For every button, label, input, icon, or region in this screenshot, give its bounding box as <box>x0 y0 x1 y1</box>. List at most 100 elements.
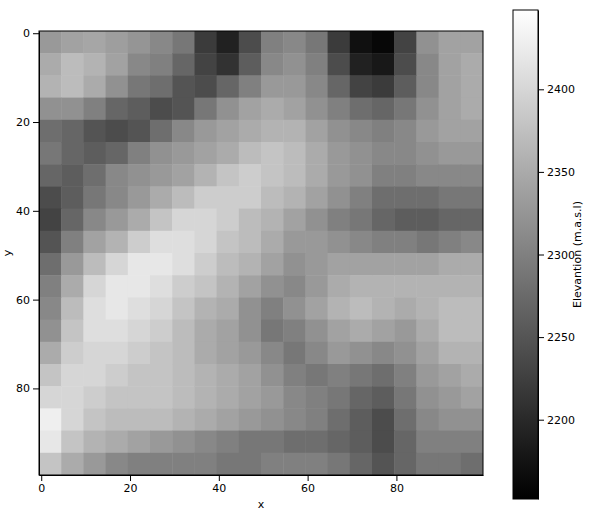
heatmap-cell <box>39 342 62 365</box>
heatmap-cell <box>394 253 417 276</box>
heatmap-cell <box>283 231 306 254</box>
heatmap-cell <box>150 431 173 454</box>
heatmap-cell <box>150 142 173 165</box>
plot-frame <box>39 31 483 475</box>
heatmap-cell <box>372 142 395 165</box>
tick: 40 <box>212 475 226 495</box>
heatmap-cell <box>394 297 417 320</box>
heatmap-cell <box>328 53 351 76</box>
heatmap-cell <box>239 209 262 232</box>
heatmap-cell <box>83 431 106 454</box>
heatmap-cell <box>372 231 395 254</box>
heatmap-cell <box>150 364 173 387</box>
heatmap-cell <box>394 186 417 209</box>
heatmap-cell <box>217 275 240 298</box>
tick: 40 <box>16 205 39 218</box>
heatmap-cell <box>83 164 106 187</box>
heatmap-cell <box>172 453 195 475</box>
heatmap-cell <box>350 320 373 343</box>
heatmap-cell <box>261 253 284 276</box>
tick-label: 80 <box>390 482 404 495</box>
heatmap-cell <box>461 453 483 475</box>
heatmap-cell <box>239 31 262 54</box>
heatmap-cell <box>461 209 483 232</box>
tick-mark <box>33 33 39 34</box>
heatmap-cell <box>305 431 328 454</box>
heatmap-cell <box>83 253 106 276</box>
tick-label: 60 <box>16 294 30 307</box>
heatmap-cell <box>150 408 173 431</box>
heatmap-cell <box>83 31 106 54</box>
heatmap-cell <box>150 186 173 209</box>
heatmap-cell <box>172 408 195 431</box>
heatmap-cell <box>372 431 395 454</box>
tick-label: 2200 <box>547 414 575 427</box>
heatmap-cell <box>261 142 284 165</box>
heatmap-cell <box>416 142 439 165</box>
heatmap-cell <box>217 431 240 454</box>
heatmap-cell <box>39 386 62 409</box>
heatmap-cell <box>416 275 439 298</box>
heatmap-cell <box>394 209 417 232</box>
heatmap-cell <box>83 320 106 343</box>
heatmap-cell <box>372 75 395 98</box>
heatmap-cell <box>239 53 262 76</box>
heatmap-cell <box>305 408 328 431</box>
heatmap-cell <box>217 31 240 54</box>
heatmap-cell <box>61 320 84 343</box>
tick-label: 80 <box>16 382 30 395</box>
heatmap-cell <box>283 408 306 431</box>
heatmap-cell <box>39 53 62 76</box>
heatmap-cell <box>283 142 306 165</box>
heatmap-cell <box>217 186 240 209</box>
heatmap-cell <box>328 408 351 431</box>
heatmap-cell <box>350 253 373 276</box>
heatmap-cell <box>372 98 395 121</box>
heatmap-cell <box>194 164 217 187</box>
heatmap-cell <box>172 342 195 365</box>
tick-label: 2250 <box>547 331 575 344</box>
heatmap-cell <box>328 164 351 187</box>
tick-label: 2350 <box>547 166 575 179</box>
heatmap-cell <box>106 186 129 209</box>
y-axis: 020406080 <box>16 27 40 475</box>
heatmap-cell <box>461 75 483 98</box>
heatmap-cell <box>39 98 62 121</box>
heatmap-cell <box>283 186 306 209</box>
heatmap-cell <box>439 431 462 454</box>
heatmap-cell <box>305 142 328 165</box>
heatmap-cell <box>128 75 151 98</box>
heatmap-cell <box>439 320 462 343</box>
heatmap-cell <box>305 275 328 298</box>
heatmap-cell <box>239 120 262 143</box>
tick-mark <box>538 420 544 421</box>
heatmap-cell <box>61 431 84 454</box>
heatmap-cell <box>328 431 351 454</box>
heatmap-cell <box>172 431 195 454</box>
heatmap-cell <box>305 453 328 475</box>
heatmap-cell <box>239 164 262 187</box>
heatmap-cell <box>194 275 217 298</box>
tick-mark <box>538 89 544 90</box>
heatmap-cell <box>217 98 240 121</box>
heatmap-cell <box>61 31 84 54</box>
heatmap-cell <box>39 320 62 343</box>
heatmap-cell <box>150 275 173 298</box>
heatmap-cell <box>83 386 106 409</box>
heatmap-cell <box>461 31 483 54</box>
heatmap-cell <box>416 431 439 454</box>
heatmap-cell <box>217 231 240 254</box>
heatmap-cell <box>461 364 483 387</box>
heatmap-cell <box>83 53 106 76</box>
tick-mark <box>41 475 42 481</box>
heatmap-cell <box>61 164 84 187</box>
heatmap-cell <box>128 431 151 454</box>
heatmap-cell <box>350 31 373 54</box>
tick-mark <box>396 475 397 481</box>
heatmap-cell <box>150 209 173 232</box>
tick: 0 <box>38 475 45 495</box>
heatmap-cell <box>217 142 240 165</box>
heatmap-cell <box>128 120 151 143</box>
heatmap-cell <box>416 98 439 121</box>
heatmap-cell <box>328 364 351 387</box>
